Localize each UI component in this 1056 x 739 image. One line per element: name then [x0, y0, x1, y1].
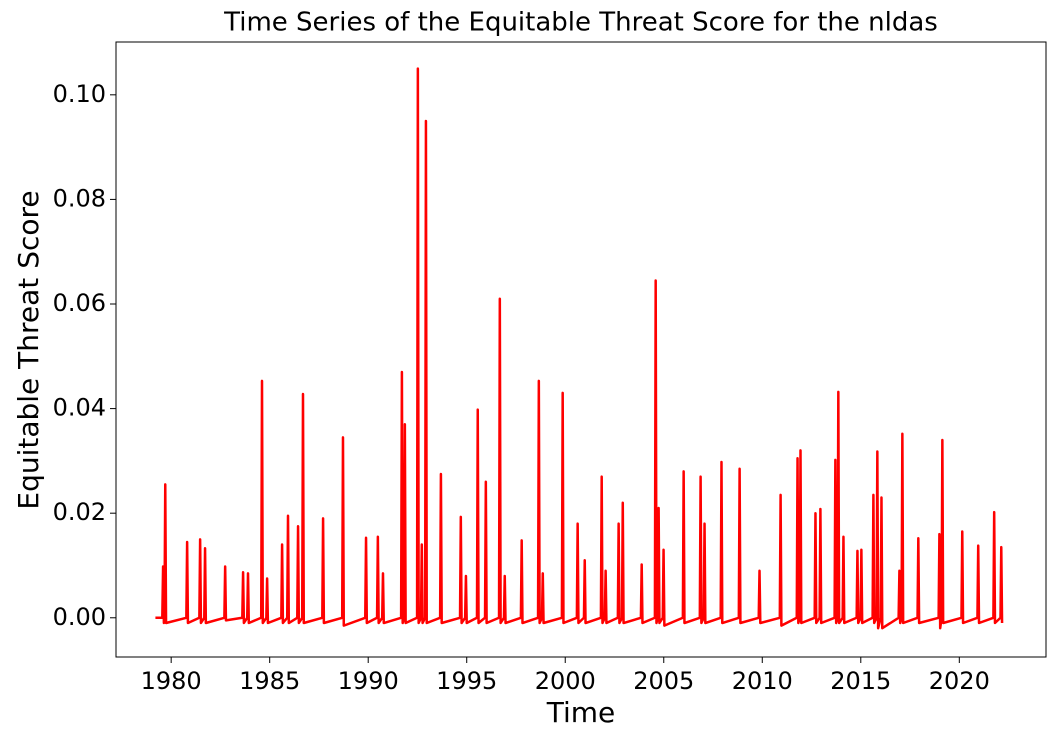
x-tick-label: 1990 — [338, 667, 399, 695]
x-tick-label: 2000 — [535, 667, 596, 695]
y-tick-label: 0.06 — [53, 289, 106, 317]
y-tick-label: 0.00 — [53, 603, 106, 631]
x-tick-label: 2020 — [929, 667, 990, 695]
chart-title: Time Series of the Equitable Threat Scor… — [223, 8, 938, 38]
y-tick-label: 0.08 — [53, 184, 106, 212]
data-line — [155, 67, 1004, 630]
y-tick-label: 0.02 — [53, 498, 106, 526]
x-axis-label: Time — [546, 696, 616, 729]
y-tick-label: 0.04 — [53, 394, 106, 422]
plot-frame — [115, 41, 1047, 658]
x-tick-label: 1995 — [436, 667, 497, 695]
x-tick-label: 2005 — [633, 667, 694, 695]
x-tick-label: 2015 — [830, 667, 891, 695]
x-tick-label: 1980 — [141, 667, 202, 695]
y-tick-label: 0.10 — [53, 80, 106, 108]
x-tick-label: 1985 — [239, 667, 300, 695]
y-axis-label: Equitable Threat Score — [12, 190, 45, 509]
x-tick-label: 2010 — [732, 667, 793, 695]
